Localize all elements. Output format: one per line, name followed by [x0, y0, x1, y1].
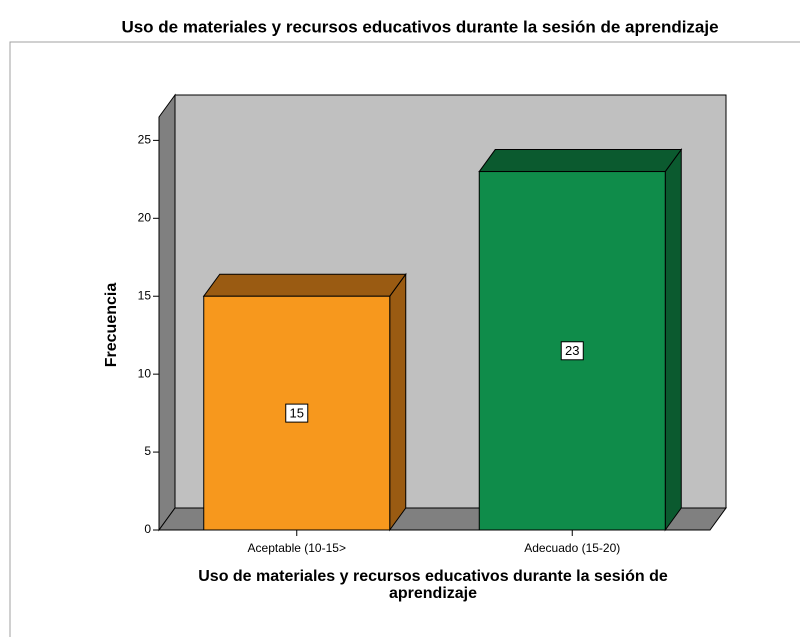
x-tick-label: Aceptable (10-15> — [248, 541, 346, 555]
bar — [478, 148, 683, 532]
value-label: 23 — [565, 343, 579, 358]
bar-top — [202, 273, 407, 297]
x-tick-label: Adecuado (15-20) — [524, 541, 620, 555]
x-axis-label: Uso de materiales y recursos educativos … — [198, 568, 668, 602]
y-tick-label: 20 — [138, 210, 152, 224]
bar-side — [389, 272, 407, 532]
value-label-box — [285, 403, 309, 423]
y-tick-label: 25 — [138, 133, 152, 147]
y-tick-label: 5 — [144, 444, 151, 458]
value-label-box — [560, 341, 584, 361]
y-tick-label: 0 — [144, 522, 151, 536]
bar-top — [478, 149, 683, 173]
chart-title: Uso de materiales y recursos educativos … — [121, 17, 718, 36]
y-tick-label: 15 — [138, 288, 152, 302]
bar-side — [664, 148, 682, 532]
y-tick-label: 10 — [138, 366, 152, 380]
bar — [202, 272, 407, 532]
y-axis-label: Frecuencia — [103, 283, 120, 368]
side-wall — [158, 93, 176, 532]
value-label: 15 — [290, 406, 304, 421]
